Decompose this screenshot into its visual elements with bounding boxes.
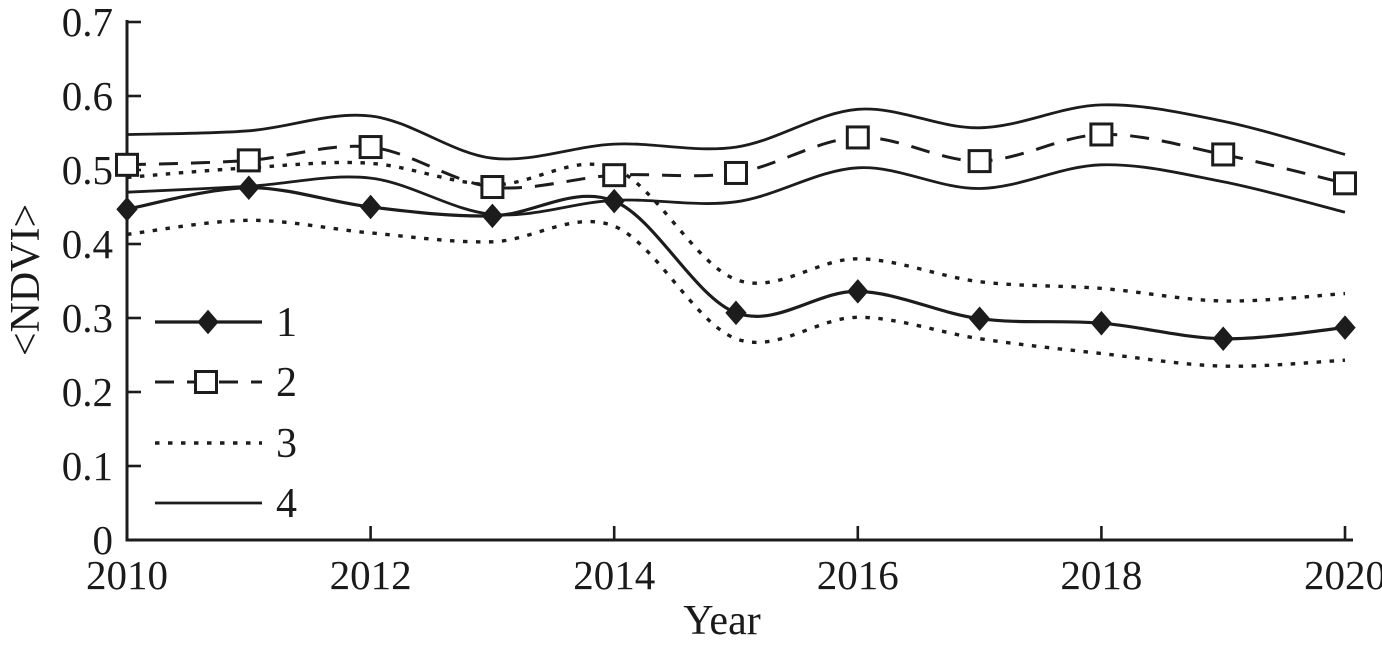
series-2-marker-square (1211, 142, 1236, 167)
y-tick-label: 0.5 (62, 147, 113, 193)
series-1-marker-diamond (359, 194, 382, 220)
series-1-marker-diamond (847, 279, 869, 304)
series-2-marker-square (724, 160, 748, 185)
legend-label-2: 2 (276, 360, 297, 406)
x-tick-label: 2018 (1060, 552, 1142, 598)
series-1-marker-diamond (116, 196, 138, 222)
series-1-marker-diamond (1334, 315, 1356, 340)
series-1-marker-diamond (238, 175, 260, 201)
series-3-upper-line (126, 160, 1346, 303)
series-1-marker-diamond (1090, 310, 1113, 336)
legend-label-1: 1 (276, 300, 297, 346)
x-tick-label: 2020 (1304, 552, 1382, 598)
legend-label-3: 3 (276, 421, 297, 467)
legend-label-4: 4 (276, 481, 297, 527)
series-1-marker-diamond (725, 300, 747, 326)
series-4-upper-line (126, 103, 1346, 161)
series-2-marker-square (967, 149, 992, 174)
series-1-marker-diamond (481, 203, 504, 229)
series-3-lower-line (126, 218, 1346, 368)
series-1-marker-diamond (1212, 326, 1234, 351)
y-tick-label: 0.3 (62, 295, 113, 341)
x-tick-label: 2014 (573, 552, 655, 598)
series-2-marker-square (1089, 122, 1114, 147)
series-2-marker-square (845, 125, 870, 150)
series-2-marker-square (358, 135, 383, 160)
y-tick-label: 0.2 (62, 369, 113, 415)
series-2-marker-square (602, 163, 627, 188)
y-tick-label: 0.6 (62, 73, 113, 119)
x-axis-title: Year (683, 598, 761, 644)
y-tick-label: 0.4 (62, 221, 113, 267)
series-2-marker-square (115, 152, 139, 177)
series-2-marker-square (236, 148, 261, 173)
series-2-marker-square (480, 175, 505, 200)
legend-marker-square (194, 370, 218, 394)
series-1-marker-diamond (603, 188, 625, 214)
y-axis-title: <NDVI> (3, 203, 49, 357)
x-tick-label: 2016 (817, 552, 899, 598)
series-4-lower-line (126, 163, 1346, 217)
x-tick-label: 2010 (86, 552, 168, 598)
y-tick-label: 0 (93, 517, 114, 563)
y-tick-label: 0.7 (62, 0, 113, 45)
series-1-marker-diamond (968, 306, 991, 332)
y-tick-label: 0.1 (62, 443, 113, 489)
legend-marker-diamond (197, 309, 219, 335)
series-2-marker-square (1333, 171, 1357, 196)
x-tick-label: 2012 (330, 552, 412, 598)
